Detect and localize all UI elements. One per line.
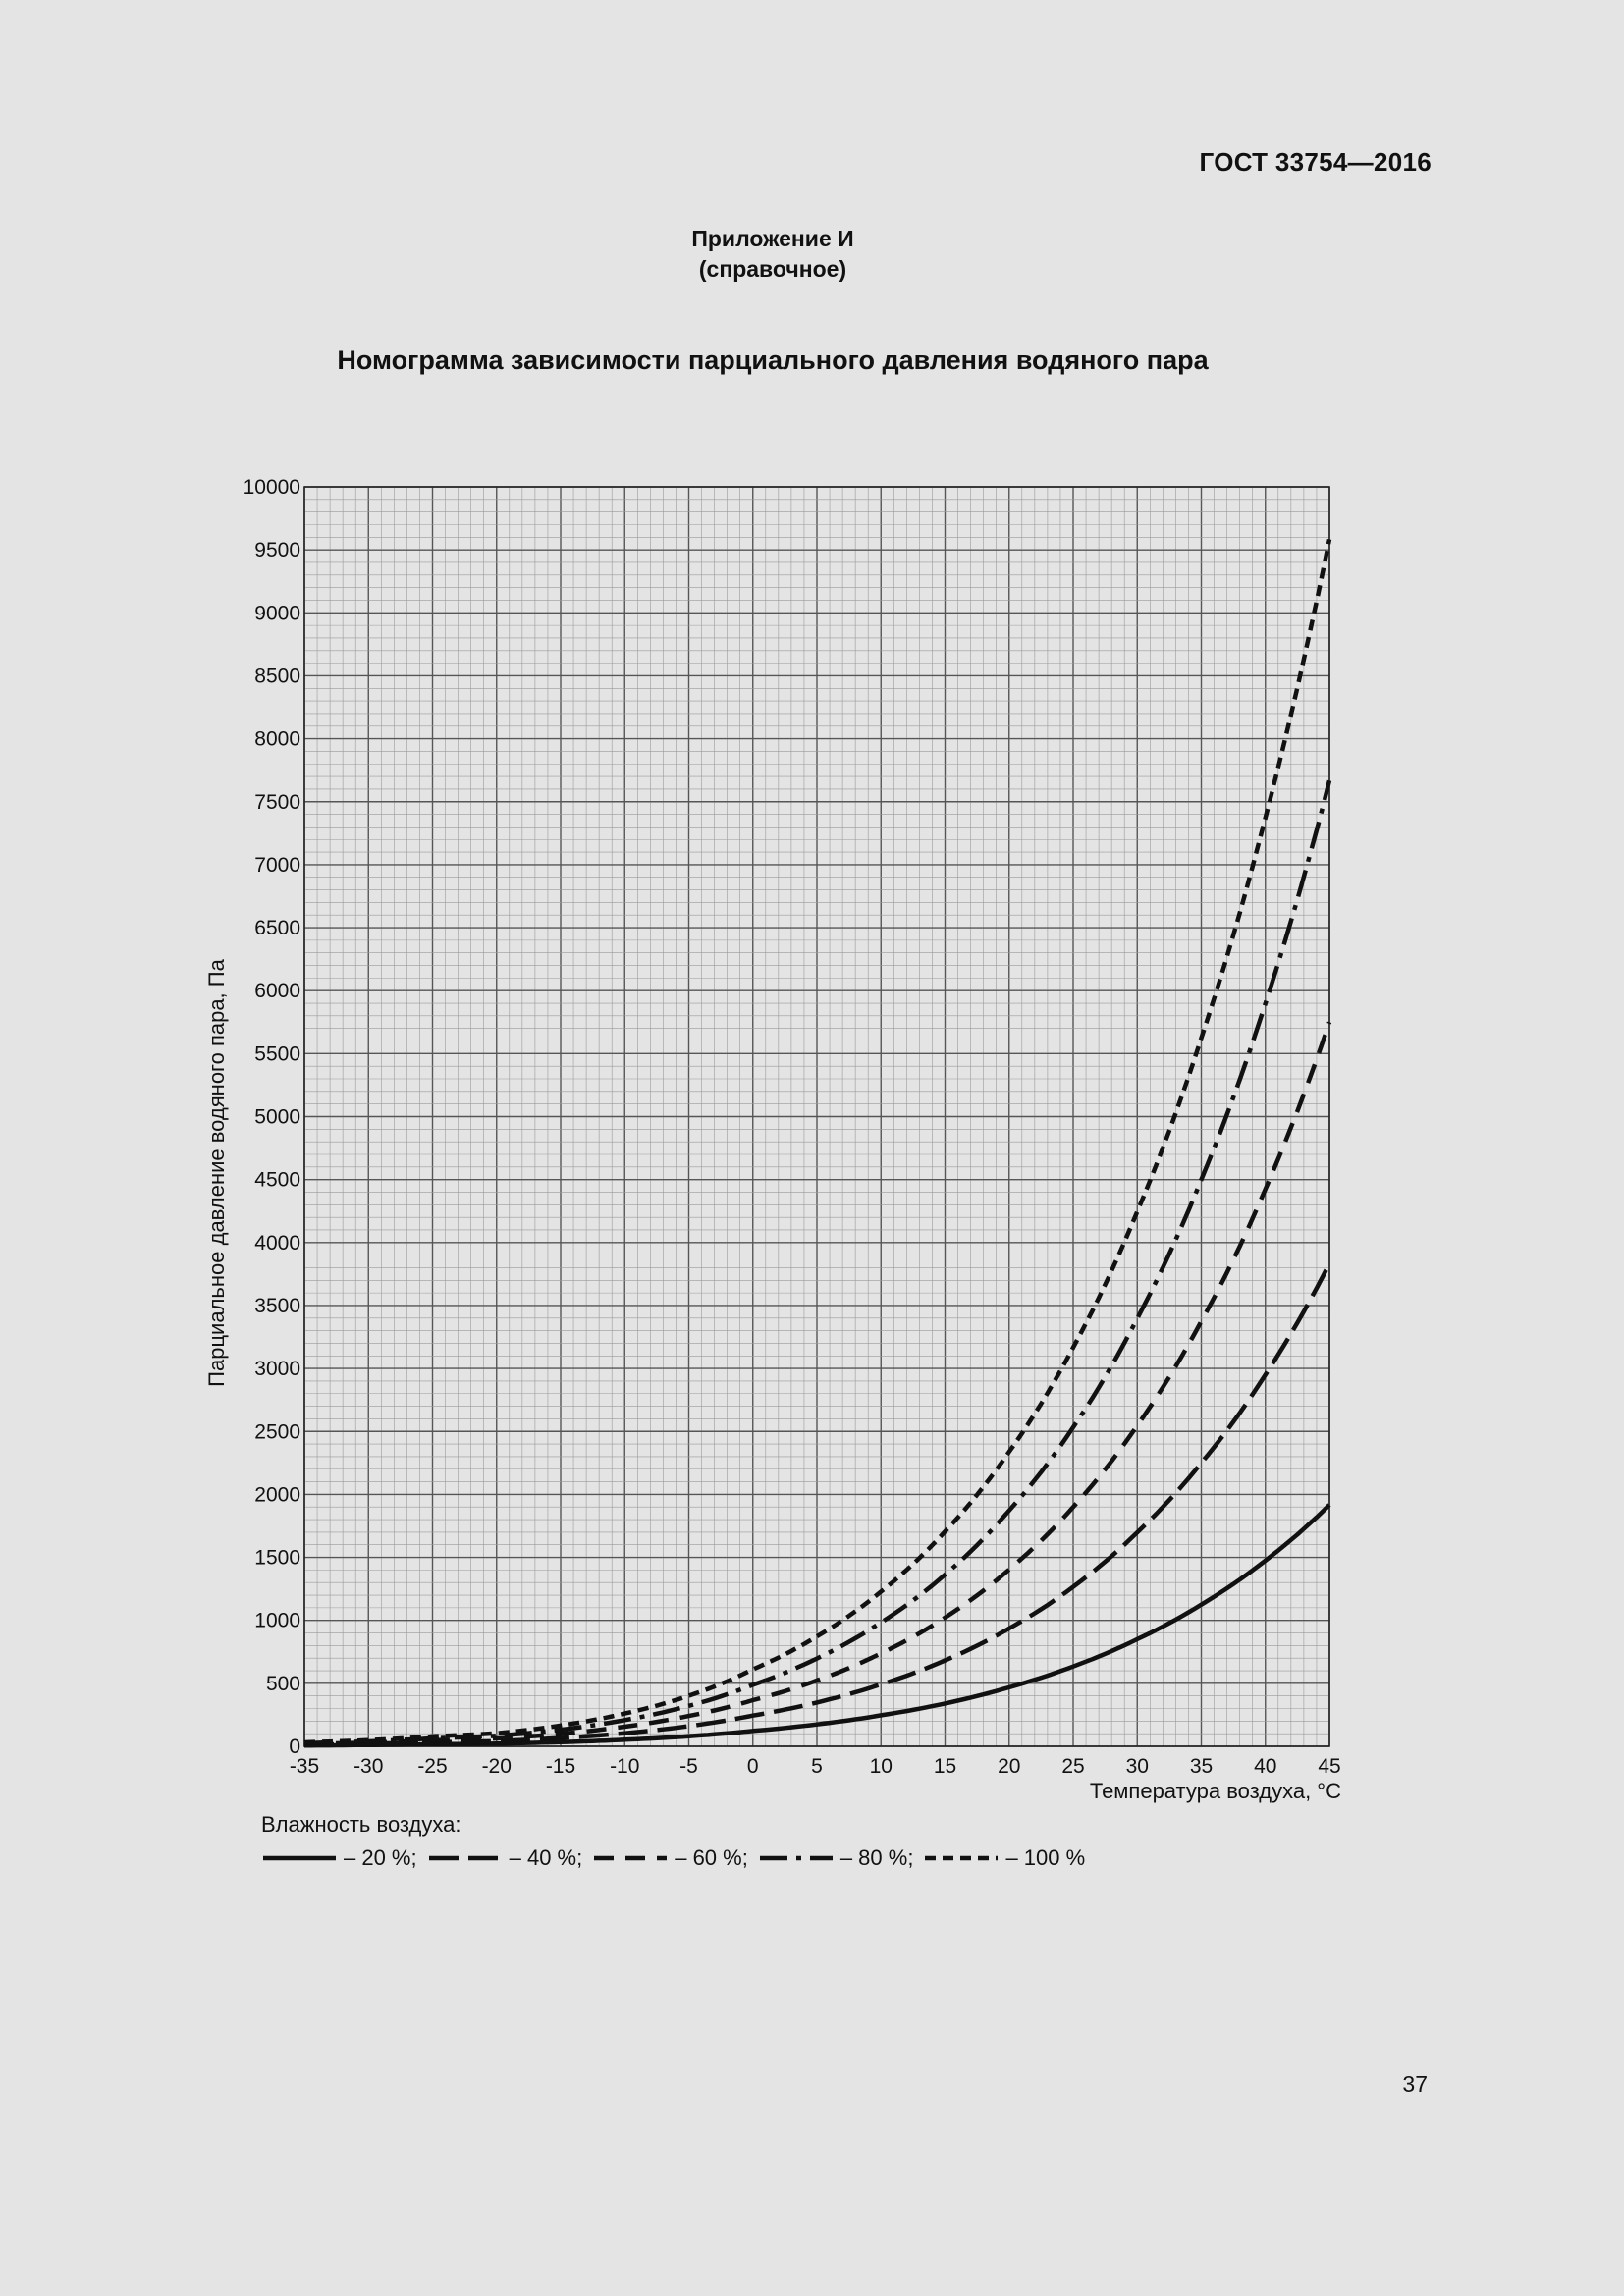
legend-item: – 80 %; [758, 1845, 924, 1871]
y-tick-label: 8000 [254, 728, 300, 751]
y-tick-label: 6000 [254, 980, 300, 1002]
x-tick-label: 15 [934, 1755, 956, 1778]
appendix-label: Приложение И [691, 226, 854, 251]
x-tick-label: -35 [290, 1755, 319, 1778]
y-tick-label: 8500 [254, 665, 300, 687]
legend-label: – 80 %; [839, 1845, 914, 1870]
y-tick-label: 2500 [254, 1420, 300, 1443]
chart-grid [303, 486, 1330, 1747]
plot-frame [303, 486, 1330, 1747]
appendix-type: (справочное) [698, 256, 847, 282]
y-axis-label: Парциальное давление водяного пара, Па [204, 958, 229, 1386]
x-axis-label: Температура воздуха, °С [1090, 1779, 1341, 1803]
x-tick-label: -25 [417, 1755, 447, 1778]
legend-item: – 20 %; [261, 1845, 427, 1871]
y-tick-label: 1000 [254, 1610, 300, 1632]
legend-label: – 20 %; [344, 1845, 417, 1870]
x-tick-label: -10 [610, 1755, 639, 1778]
y-tick-label: 6500 [254, 917, 300, 939]
series-line-4 [303, 779, 1332, 1746]
legend-swatch [263, 1855, 336, 1861]
y-tick-label: 7500 [254, 791, 300, 814]
legend-label: – 60 %; [675, 1845, 748, 1870]
y-tick-label: 10000 [244, 476, 300, 499]
legend-item: – 100 % [923, 1845, 1095, 1871]
legend-swatch [759, 1855, 833, 1861]
y-tick-label: 3000 [254, 1358, 300, 1380]
x-tick-label: -30 [353, 1755, 383, 1778]
appendix-heading: Приложение И (справочное) [0, 224, 1545, 285]
y-tick-label: 9000 [254, 602, 300, 624]
x-tick-label: 45 [1318, 1755, 1340, 1778]
y-tick-label: 7000 [254, 854, 300, 877]
x-tick-label: -5 [679, 1755, 698, 1778]
y-tick-label: 1500 [254, 1547, 300, 1570]
x-tick-label: 30 [1126, 1755, 1149, 1778]
x-axis-ticks: -35 -30 -25 -20 -15 -10 -5 0 5 10 15 20 25 30 35 40 45 [290, 1755, 1341, 1778]
series-curves [303, 538, 1332, 1748]
y-tick-label: 9500 [254, 539, 300, 561]
legend-swatch [594, 1855, 668, 1861]
x-tick-label: 5 [811, 1755, 823, 1778]
series-line-2 [304, 1262, 1332, 1747]
y-axis-ticks: 0 500 1000 1500 2000 2500 3000 3500 4000 4500 5000… [244, 476, 300, 1758]
x-tick-label: 0 [747, 1755, 759, 1778]
legend-label: – 100 % [1005, 1845, 1086, 1870]
y-tick-label: 500 [266, 1673, 300, 1695]
series-line-3 [303, 1021, 1332, 1746]
x-tick-label: 35 [1190, 1755, 1213, 1778]
x-tick-label: 40 [1254, 1755, 1276, 1778]
y-tick-label: 4000 [254, 1232, 300, 1255]
y-tick-label: 3500 [254, 1295, 300, 1317]
y-tick-label: 0 [289, 1735, 300, 1758]
legend-label: – 40 %; [509, 1845, 583, 1870]
document-code: ГОСТ 33754—2016 [1199, 147, 1432, 177]
y-tick-label: 5500 [254, 1042, 300, 1065]
legend-title: Влажность воздуха: [261, 1812, 461, 1837]
x-tick-label: 20 [998, 1755, 1020, 1778]
legend-row: – 20 %; – 40 %; – 60 %; – 80 %; – 100 % [261, 1845, 1095, 1871]
y-tick-label: 5000 [254, 1106, 300, 1129]
y-tick-label: 2000 [254, 1483, 300, 1506]
legend-swatch [428, 1855, 502, 1861]
y-tick-label: 4500 [254, 1169, 300, 1192]
chart-legend: Влажность воздуха: – 20 %; – 40 %; – 60 %;… [261, 1812, 1095, 1871]
x-tick-label: -15 [546, 1755, 575, 1778]
x-tick-label: -20 [482, 1755, 512, 1778]
x-tick-label: 10 [870, 1755, 893, 1778]
legend-swatch [925, 1855, 999, 1861]
page-number: 37 [1402, 2071, 1428, 2097]
x-tick-label: 25 [1061, 1755, 1084, 1778]
legend-item: – 40 %; [427, 1845, 593, 1871]
series-line-1 [304, 1503, 1331, 1748]
page-title: Номограмма зависимости парциального давл… [337, 346, 1209, 375]
legend-item: – 60 %; [592, 1845, 758, 1871]
